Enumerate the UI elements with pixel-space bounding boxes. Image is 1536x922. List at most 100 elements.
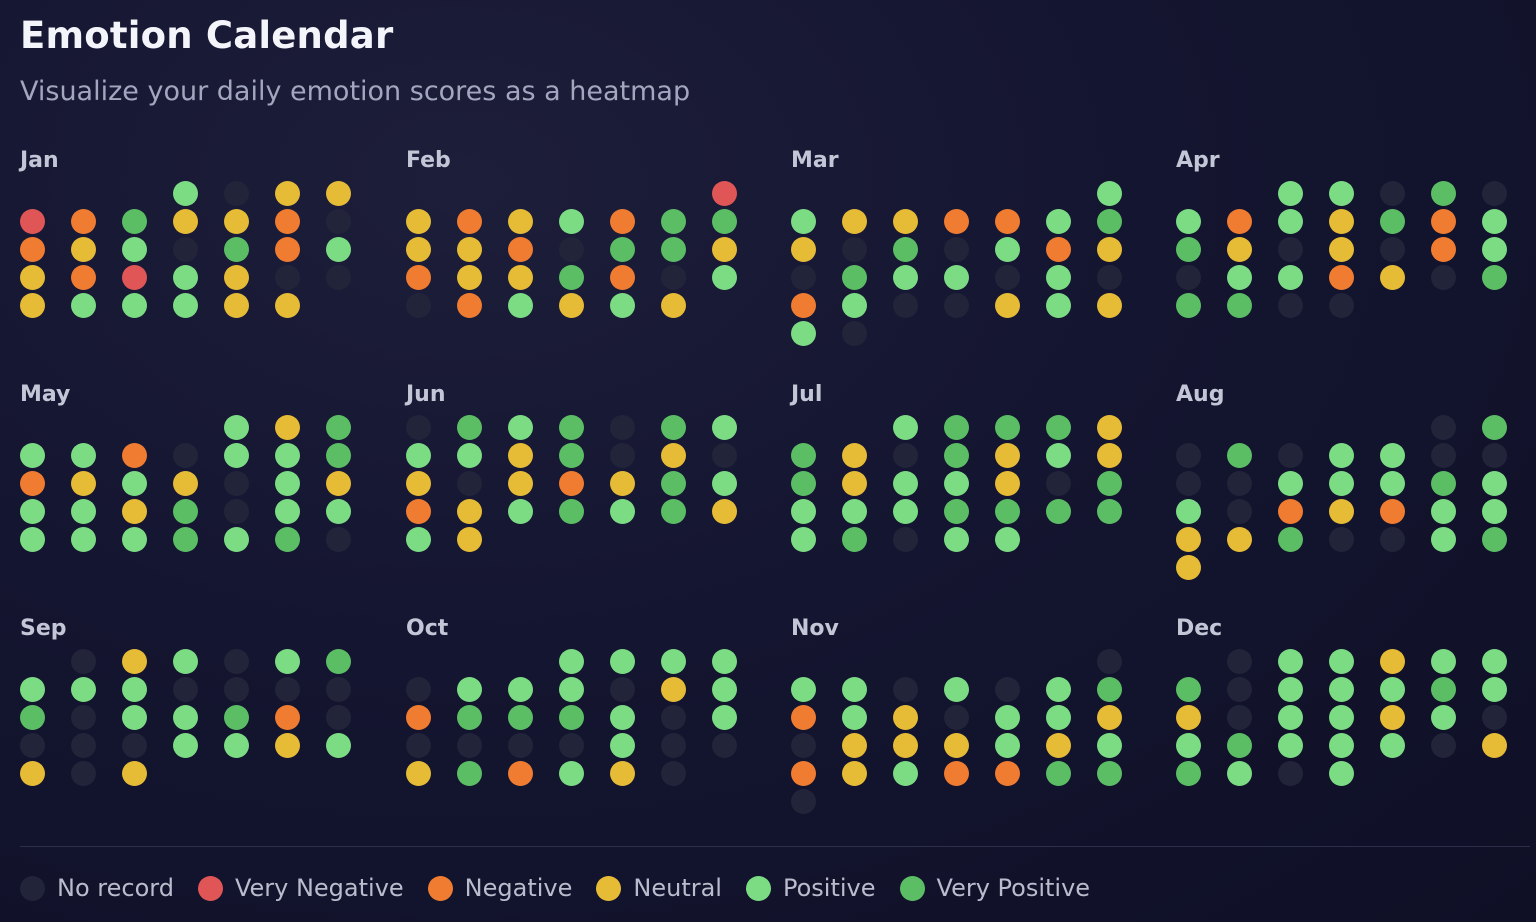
day-cell[interactable]	[660, 732, 686, 758]
day-cell[interactable]	[558, 704, 584, 730]
day-cell[interactable]	[892, 498, 918, 524]
day-cell[interactable]	[1379, 526, 1405, 552]
day-cell[interactable]	[274, 704, 300, 730]
day-cell[interactable]	[1175, 526, 1201, 552]
day-cell[interactable]	[172, 732, 198, 758]
day-cell[interactable]	[1430, 236, 1456, 262]
day-cell[interactable]	[892, 760, 918, 786]
day-cell[interactable]	[456, 470, 482, 496]
day-cell[interactable]	[1379, 442, 1405, 468]
day-cell[interactable]	[1226, 704, 1252, 730]
day-cell[interactable]	[70, 526, 96, 552]
day-cell[interactable]	[711, 264, 737, 290]
day-cell[interactable]	[1045, 414, 1071, 440]
day-cell[interactable]	[1175, 470, 1201, 496]
day-cell[interactable]	[660, 760, 686, 786]
day-cell[interactable]	[1045, 442, 1071, 468]
day-cell[interactable]	[1277, 526, 1303, 552]
day-cell[interactable]	[325, 498, 351, 524]
day-cell[interactable]	[507, 236, 533, 262]
day-cell[interactable]	[1481, 498, 1507, 524]
day-cell[interactable]	[558, 292, 584, 318]
day-cell[interactable]	[1226, 208, 1252, 234]
day-cell[interactable]	[1226, 442, 1252, 468]
day-cell[interactable]	[19, 526, 45, 552]
day-cell[interactable]	[325, 208, 351, 234]
day-cell[interactable]	[609, 498, 635, 524]
day-cell[interactable]	[841, 292, 867, 318]
day-cell[interactable]	[1481, 470, 1507, 496]
day-cell[interactable]	[325, 414, 351, 440]
day-cell[interactable]	[892, 414, 918, 440]
day-cell[interactable]	[1226, 470, 1252, 496]
day-cell[interactable]	[507, 704, 533, 730]
day-cell[interactable]	[1226, 498, 1252, 524]
day-cell[interactable]	[609, 760, 635, 786]
day-cell[interactable]	[994, 442, 1020, 468]
day-cell[interactable]	[1045, 470, 1071, 496]
day-cell[interactable]	[507, 292, 533, 318]
day-cell[interactable]	[790, 236, 816, 262]
day-cell[interactable]	[1277, 470, 1303, 496]
day-cell[interactable]	[660, 264, 686, 290]
day-cell[interactable]	[507, 676, 533, 702]
day-cell[interactable]	[994, 732, 1020, 758]
day-cell[interactable]	[892, 264, 918, 290]
day-cell[interactable]	[1045, 292, 1071, 318]
day-cell[interactable]	[1226, 676, 1252, 702]
day-cell[interactable]	[1096, 180, 1122, 206]
day-cell[interactable]	[1328, 208, 1354, 234]
day-cell[interactable]	[456, 676, 482, 702]
day-cell[interactable]	[19, 760, 45, 786]
day-cell[interactable]	[558, 236, 584, 262]
day-cell[interactable]	[1481, 676, 1507, 702]
day-cell[interactable]	[325, 704, 351, 730]
day-cell[interactable]	[994, 704, 1020, 730]
day-cell[interactable]	[711, 732, 737, 758]
day-cell[interactable]	[1328, 676, 1354, 702]
day-cell[interactable]	[943, 526, 969, 552]
day-cell[interactable]	[223, 648, 249, 674]
day-cell[interactable]	[456, 414, 482, 440]
day-cell[interactable]	[1277, 498, 1303, 524]
day-cell[interactable]	[456, 292, 482, 318]
day-cell[interactable]	[711, 208, 737, 234]
day-cell[interactable]	[121, 704, 147, 730]
day-cell[interactable]	[1277, 208, 1303, 234]
day-cell[interactable]	[1328, 760, 1354, 786]
day-cell[interactable]	[841, 676, 867, 702]
day-cell[interactable]	[1175, 732, 1201, 758]
day-cell[interactable]	[558, 264, 584, 290]
day-cell[interactable]	[1175, 264, 1201, 290]
day-cell[interactable]	[1045, 676, 1071, 702]
day-cell[interactable]	[1430, 414, 1456, 440]
day-cell[interactable]	[943, 292, 969, 318]
day-cell[interactable]	[223, 264, 249, 290]
day-cell[interactable]	[172, 648, 198, 674]
day-cell[interactable]	[274, 442, 300, 468]
day-cell[interactable]	[274, 208, 300, 234]
day-cell[interactable]	[1096, 704, 1122, 730]
day-cell[interactable]	[1277, 264, 1303, 290]
day-cell[interactable]	[994, 292, 1020, 318]
day-cell[interactable]	[609, 442, 635, 468]
day-cell[interactable]	[223, 676, 249, 702]
day-cell[interactable]	[1045, 264, 1071, 290]
day-cell[interactable]	[274, 732, 300, 758]
day-cell[interactable]	[325, 648, 351, 674]
day-cell[interactable]	[325, 732, 351, 758]
day-cell[interactable]	[1277, 442, 1303, 468]
day-cell[interactable]	[660, 648, 686, 674]
day-cell[interactable]	[943, 236, 969, 262]
day-cell[interactable]	[405, 208, 431, 234]
day-cell[interactable]	[1226, 648, 1252, 674]
day-cell[interactable]	[1175, 760, 1201, 786]
day-cell[interactable]	[1328, 236, 1354, 262]
day-cell[interactable]	[405, 470, 431, 496]
day-cell[interactable]	[790, 676, 816, 702]
day-cell[interactable]	[711, 676, 737, 702]
day-cell[interactable]	[711, 442, 737, 468]
day-cell[interactable]	[172, 180, 198, 206]
day-cell[interactable]	[1096, 442, 1122, 468]
day-cell[interactable]	[1430, 648, 1456, 674]
